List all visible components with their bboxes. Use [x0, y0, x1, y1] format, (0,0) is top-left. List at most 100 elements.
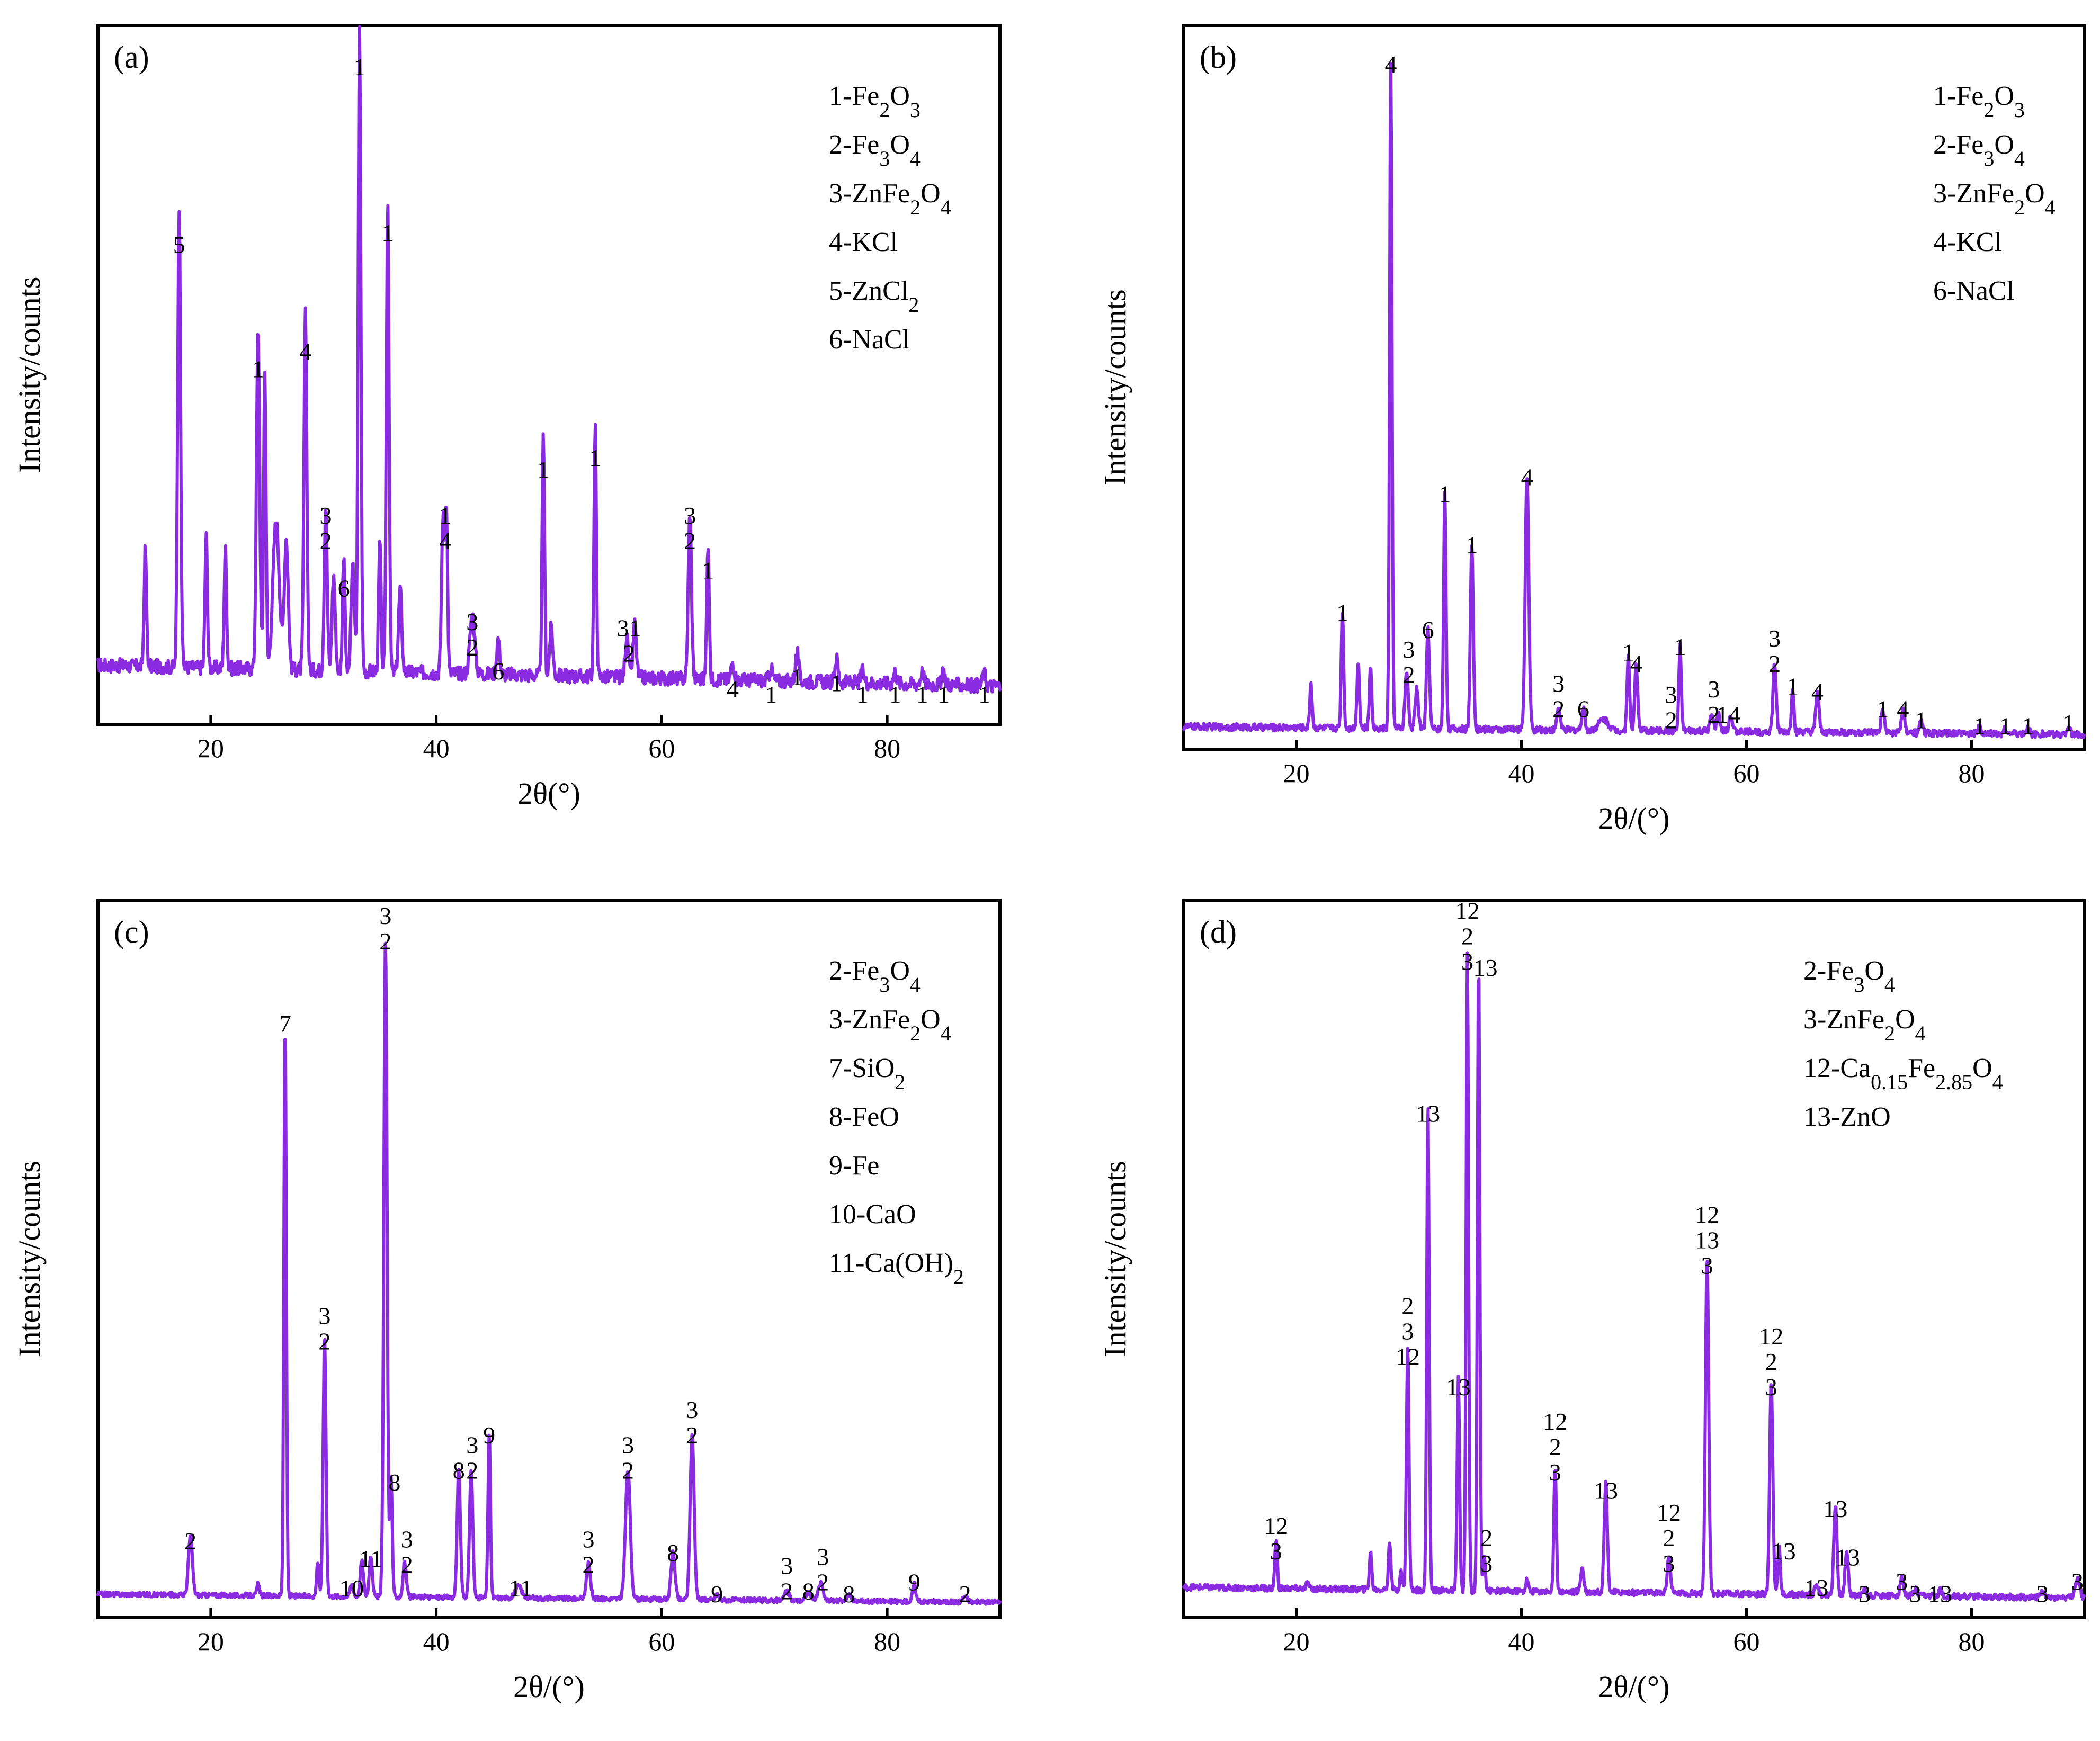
peak-label: 13 — [1823, 1495, 1847, 1522]
phase-legend: 1-Fe2O3 2-Fe3O4 3-ZnFe2O4 4-KCl 5-ZnCl2 6-NaC… — [829, 81, 951, 355]
peak-label: 2 — [318, 1327, 330, 1354]
legend-entry: 9-Fe — [829, 1151, 879, 1181]
panel-label: (a) — [114, 40, 149, 75]
x-tick-label: 80 — [1959, 1627, 1985, 1656]
peak-label: 3 — [379, 902, 391, 929]
peak-label: 8 — [667, 1539, 679, 1566]
peak-label: 10 — [339, 1575, 364, 1602]
peak-label: 2 — [1765, 1348, 1777, 1375]
peak-label: 1 — [1915, 707, 1927, 734]
peak-label: 6 — [1422, 616, 1434, 643]
legend-entry: 3-ZnFe2O4 — [829, 1004, 951, 1045]
y-axis-label: Intensity/counts — [12, 1161, 47, 1357]
peak-label: 4 — [1521, 463, 1533, 490]
peak-label: 12 — [1264, 1512, 1288, 1539]
peak-label: 13 — [1928, 1581, 1952, 1608]
peak-label: 2 — [1708, 701, 1720, 728]
peak-label: 13 — [1772, 1538, 1796, 1565]
peak-label: 3 — [1896, 1568, 1908, 1595]
x-tick-label: 60 — [648, 1627, 675, 1656]
x-axis-label: 2θ/(°) — [1598, 801, 1670, 836]
peak-label: 1 — [537, 456, 549, 483]
peak-label: 13 — [1446, 1374, 1471, 1401]
peak-label: 3 — [817, 1543, 829, 1571]
peak-label: 2 — [1663, 1524, 1675, 1551]
peak-label: 1 — [889, 681, 901, 708]
peak-label: 1 — [1876, 695, 1889, 722]
peak-label: 2 — [817, 1569, 829, 1596]
y-axis-label: Intensity/counts — [1098, 289, 1132, 486]
x-tick-label: 20 — [1283, 1627, 1310, 1656]
peak-label: 1 — [1466, 532, 1478, 559]
x-tick-label: 40 — [1508, 1627, 1535, 1656]
peak-label: 3 — [1665, 681, 1677, 708]
legend-entry: 1-Fe2O3 — [829, 81, 921, 122]
peak-label: 1 — [916, 681, 928, 708]
peak-label: 2 — [1403, 661, 1415, 688]
legend-entry: 3-ZnFe2O4 — [829, 178, 951, 219]
peak-label: 3 — [466, 1432, 478, 1459]
peak-label: 1 — [1622, 639, 1634, 666]
legend-entry: 4-KCl — [1933, 227, 2002, 257]
x-tick-label: 40 — [423, 733, 450, 763]
peak-label: 3 — [320, 502, 332, 529]
peak-label: 1 — [2022, 712, 2034, 739]
legend-entry: 2-Fe3O4 — [829, 956, 921, 997]
peak-label: 3 — [1765, 1374, 1777, 1401]
peak-label: 2 — [781, 1577, 793, 1604]
peak-label: 1 — [1336, 599, 1348, 626]
panel-label: (d) — [1200, 914, 1237, 949]
peak-label: 2 — [583, 1551, 595, 1578]
xrd-panel-b: 20 40 60 80 2θ/(°) Intensity/counts (b) 1-Fe2O3… — [1098, 24, 2086, 836]
x-tick-label: 60 — [648, 733, 675, 763]
x-tick-label: 40 — [423, 1627, 450, 1656]
y-axis-label: Intensity/counts — [1098, 1161, 1132, 1357]
peak-label: 3 — [622, 1432, 634, 1459]
peak-label: 3 — [583, 1525, 595, 1552]
phase-legend: 2-Fe3O4 3-ZnFe2O4 12-Ca0.15Fe2.85O4 13-ZnO — [1803, 956, 2003, 1132]
peak-label: 1 — [589, 444, 601, 471]
peak-label: 1 — [702, 557, 714, 584]
peak-label: 1 — [1786, 673, 1799, 700]
peak-label: 3 — [686, 1396, 698, 1423]
x-tick-label: 20 — [198, 1627, 224, 1656]
peak-label: 31 — [617, 614, 641, 641]
peak-label: 2 — [466, 1457, 478, 1484]
peak-label: 2 — [1461, 922, 1473, 949]
peak-label: 1 — [1674, 633, 1686, 660]
plot-frame — [1182, 899, 2086, 1619]
peak-label: 1 — [765, 681, 777, 708]
peak-label: 2 — [320, 527, 332, 554]
peak-label: 3 — [1858, 1581, 1871, 1608]
peak-label: 5 — [173, 231, 185, 258]
peak-label: 11 — [509, 1575, 532, 1602]
legend-entry: 4-KCl — [829, 227, 898, 257]
legend-entry: 5-ZnCl2 — [829, 276, 919, 317]
peak-label: 1 — [382, 219, 394, 246]
peak-label: 1 — [1999, 712, 2012, 739]
peak-label: 2 — [1401, 1293, 1414, 1320]
peak-label: 2 — [1549, 1433, 1561, 1460]
peak-label: 12 — [1657, 1499, 1681, 1526]
legend-entry: 8-FeO — [829, 1102, 899, 1132]
x-tick-label: 80 — [874, 733, 900, 763]
plot-frame — [96, 24, 1002, 726]
peak-label: 2 — [623, 640, 635, 667]
peak-label: 9 — [483, 1422, 495, 1449]
legend-entry: 3-ZnFe2O4 — [1933, 178, 2056, 219]
y-axis-label: Intensity/counts — [12, 277, 47, 473]
peak-label: 6 — [338, 575, 350, 602]
peak-label: 9 — [711, 1581, 723, 1608]
peak-label: 3 — [2071, 1568, 2084, 1595]
peak-label: 13 — [1695, 1226, 1719, 1253]
panel-label: (c) — [114, 914, 149, 949]
legend-entry: 6-NaCl — [1933, 276, 2014, 306]
peak-label: 3 — [1552, 670, 1565, 697]
peak-label: 1 — [2062, 710, 2075, 737]
peak-label: 2 — [684, 527, 696, 554]
peak-label: 8 — [843, 1581, 855, 1608]
peak-label: 12 — [1759, 1323, 1783, 1350]
peak-label: 2 — [1768, 650, 1781, 677]
plot-frame — [96, 899, 1002, 1619]
peak-label: 2 — [959, 1581, 971, 1608]
